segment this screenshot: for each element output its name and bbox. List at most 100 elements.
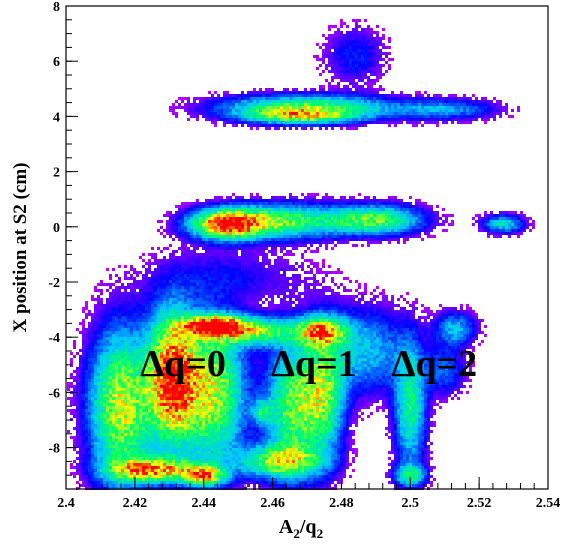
heatmap-cell — [193, 214, 196, 217]
heatmap-cell — [187, 397, 190, 400]
heatmap-cell — [169, 334, 172, 337]
heatmap-cell — [175, 415, 178, 418]
heatmap-cell — [172, 109, 175, 112]
heatmap-cell — [109, 400, 112, 403]
heatmap-cell — [241, 217, 244, 220]
heatmap-cell — [76, 415, 79, 418]
heatmap-cell — [97, 403, 100, 406]
heatmap-cell — [205, 262, 208, 265]
heatmap-cell — [247, 115, 250, 118]
heatmap-cell — [205, 313, 208, 316]
heatmap-cell — [142, 376, 145, 379]
heatmap-cell — [136, 475, 139, 478]
heatmap-cell — [163, 301, 166, 304]
heatmap-cell — [199, 424, 202, 427]
heatmap-cell — [196, 421, 199, 424]
heatmap-cell — [217, 100, 220, 103]
heatmap-cell — [118, 295, 121, 298]
heatmap-cell — [154, 367, 157, 370]
heatmap-cell — [184, 238, 187, 241]
heatmap-cell — [199, 208, 202, 211]
heatmap-cell — [94, 472, 97, 475]
heatmap-cell — [208, 112, 211, 115]
heatmap-cell — [148, 430, 151, 433]
heatmap-cell — [70, 385, 73, 388]
heatmap-cell — [211, 454, 214, 457]
heatmap-cell — [193, 307, 196, 310]
heatmap-cell — [229, 325, 232, 328]
heatmap-cell — [169, 397, 172, 400]
heatmap-cell — [163, 421, 166, 424]
heatmap-cell — [220, 400, 223, 403]
heatmap-cell — [205, 361, 208, 364]
heatmap-cell — [205, 265, 208, 268]
heatmap-cell — [100, 313, 103, 316]
heatmap-cell — [112, 358, 115, 361]
heatmap-cell — [82, 307, 85, 310]
heatmap-cell — [217, 436, 220, 439]
heatmap-cell — [202, 334, 205, 337]
heatmap-cell — [157, 331, 160, 334]
heatmap-cell — [217, 199, 220, 202]
heatmap-cell — [226, 313, 229, 316]
heatmap-cell — [133, 409, 136, 412]
heatmap-cell — [157, 472, 160, 475]
heatmap-cell — [217, 196, 220, 199]
heatmap-cell — [82, 421, 85, 424]
heatmap-cell — [88, 313, 91, 316]
heatmap-cell — [193, 415, 196, 418]
heatmap-cell — [118, 463, 121, 466]
heatmap-cell — [121, 337, 124, 340]
heatmap-cell — [76, 385, 79, 388]
heatmap-cell — [124, 328, 127, 331]
heatmap-cell — [217, 325, 220, 328]
heatmap-cell — [175, 406, 178, 409]
heatmap-cell — [244, 94, 247, 97]
heatmap-cell — [148, 472, 151, 475]
heatmap-cell — [121, 457, 124, 460]
heatmap-cell — [223, 466, 226, 469]
heatmap-cell — [163, 481, 166, 484]
heatmap-cell — [94, 439, 97, 442]
heatmap-cell — [124, 301, 127, 304]
heatmap-cell — [211, 382, 214, 385]
heatmap-cell — [112, 370, 115, 373]
heatmap-cell — [211, 334, 214, 337]
heatmap-cell — [181, 277, 184, 280]
heatmap-cell — [223, 301, 226, 304]
heatmap-cell — [211, 118, 214, 121]
heatmap-cell — [157, 220, 160, 223]
heatmap-cell — [169, 430, 172, 433]
heatmap-cell — [103, 337, 106, 340]
heatmap-cell — [169, 274, 172, 277]
heatmap-cell — [157, 367, 160, 370]
heatmap-cell — [124, 292, 127, 295]
heatmap-cell — [172, 358, 175, 361]
heatmap-cell — [82, 382, 85, 385]
heatmap-cell — [181, 280, 184, 283]
heatmap-cell — [232, 259, 235, 262]
heatmap-cell — [145, 412, 148, 415]
heatmap-cell — [124, 334, 127, 337]
heatmap-cell — [124, 346, 127, 349]
heatmap-cell — [220, 325, 223, 328]
heatmap-cell — [199, 325, 202, 328]
heatmap-cell — [223, 451, 226, 454]
heatmap-cell — [223, 217, 226, 220]
heatmap-cell — [196, 370, 199, 373]
heatmap-cell — [103, 304, 106, 307]
heatmap-cell — [214, 262, 217, 265]
heatmap-cell — [217, 361, 220, 364]
heatmap-cell — [196, 259, 199, 262]
heatmap-cell — [175, 256, 178, 259]
heatmap-cell — [232, 430, 235, 433]
heatmap-cell — [91, 325, 94, 328]
heatmap-cell — [247, 373, 250, 376]
heatmap-cell — [181, 214, 184, 217]
heatmap-cell — [106, 307, 109, 310]
heatmap-cell — [244, 280, 247, 283]
heatmap-cell — [226, 325, 229, 328]
heatmap-cell — [97, 337, 100, 340]
heatmap-cell — [109, 409, 112, 412]
heatmap-cell — [181, 304, 184, 307]
